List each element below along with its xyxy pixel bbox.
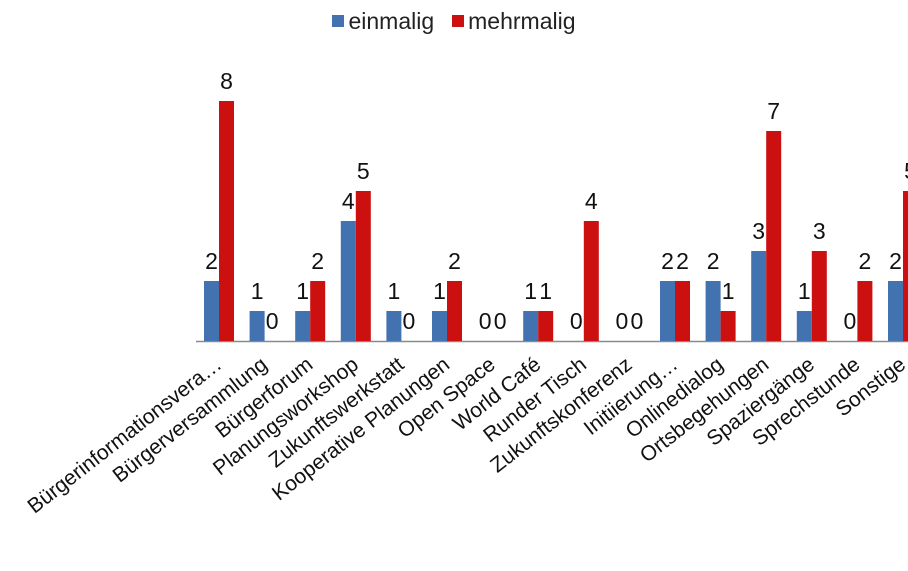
legend-item-mehrmalig: mehrmalig [452,7,576,35]
data-label-mehrmalig-3: 5 [357,158,370,184]
bar-mehrmalig-0 [219,101,234,341]
data-label-einmalig-9: 0 [616,308,629,334]
data-label-mehrmalig-7: 1 [539,278,552,304]
data-label-einmalig-8: 0 [570,308,583,334]
data-label-mehrmalig-14: 2 [859,248,872,274]
bar-einmalig-10 [660,281,675,341]
legend-label-mehrmalig: mehrmalig [468,7,576,34]
data-label-mehrmalig-1: 0 [266,308,279,334]
data-label-einmalig-1: 1 [251,278,264,304]
bar-mehrmalig-7 [538,311,554,341]
bar-einmalig-3 [340,221,356,341]
data-label-einmalig-0: 2 [205,248,218,274]
data-label-einmalig-3: 4 [342,188,355,214]
bar-mehrmalig-14 [857,281,873,341]
bar-mehrmalig-15 [903,191,908,341]
data-label-mehrmalig-8: 4 [585,188,598,214]
bar-einmalig-0 [204,281,219,341]
bar-einmalig-11 [705,281,721,341]
data-label-einmalig-12: 3 [752,218,765,244]
bar-einmalig-2 [295,311,311,341]
data-label-mehrmalig-10: 2 [676,248,689,274]
data-label-mehrmalig-15: 5 [904,158,908,184]
data-label-mehrmalig-9: 0 [631,308,644,334]
data-label-einmalig-10: 2 [661,248,674,274]
data-label-einmalig-6: 0 [479,308,492,334]
data-label-einmalig-13: 1 [798,278,811,304]
data-label-einmalig-4: 1 [388,278,401,304]
legend: einmalig mehrmalig [0,4,908,38]
bar-einmalig-4 [386,311,402,341]
legend-label-einmalig: einmalig [348,7,435,34]
bar-einmalig-15 [888,281,903,341]
data-label-einmalig-15: 2 [889,248,902,274]
bar-einmalig-1 [249,311,265,341]
bar-mehrmalig-8 [583,221,599,341]
data-label-mehrmalig-6: 0 [494,308,507,334]
bar-mehrmalig-3 [355,191,371,341]
bar-einmalig-13 [796,311,812,341]
data-label-einmalig-14: 0 [844,308,857,334]
data-label-einmalig-2: 1 [296,278,309,304]
bar-mehrmalig-12 [766,131,782,341]
legend-swatch-einmalig [332,15,345,27]
bar-mehrmalig-13 [811,251,827,341]
data-label-einmalig-5: 1 [433,278,446,304]
category-label-0: Bürgerinformationsvera… [23,353,226,518]
bar-einmalig-5 [432,311,447,341]
data-label-mehrmalig-13: 3 [813,218,826,244]
data-label-mehrmalig-12: 7 [767,98,780,124]
data-label-mehrmalig-11: 1 [722,278,735,304]
data-label-einmalig-7: 1 [524,278,537,304]
data-label-mehrmalig-0: 8 [220,68,233,94]
bar-mehrmalig-10 [675,281,690,341]
data-label-mehrmalig-2: 2 [311,248,324,274]
data-label-mehrmalig-4: 0 [403,308,416,334]
legend-swatch-mehrmalig [452,15,465,27]
legend-item-einmalig: einmalig [332,8,434,35]
bar-einmalig-12 [751,251,767,341]
bar-einmalig-7 [523,311,539,341]
bar-mehrmalig-5 [447,281,462,341]
data-label-mehrmalig-5: 2 [448,248,461,274]
data-label-einmalig-11: 2 [707,248,720,274]
bar-mehrmalig-11 [720,311,736,341]
bar-mehrmalig-2 [310,281,326,341]
